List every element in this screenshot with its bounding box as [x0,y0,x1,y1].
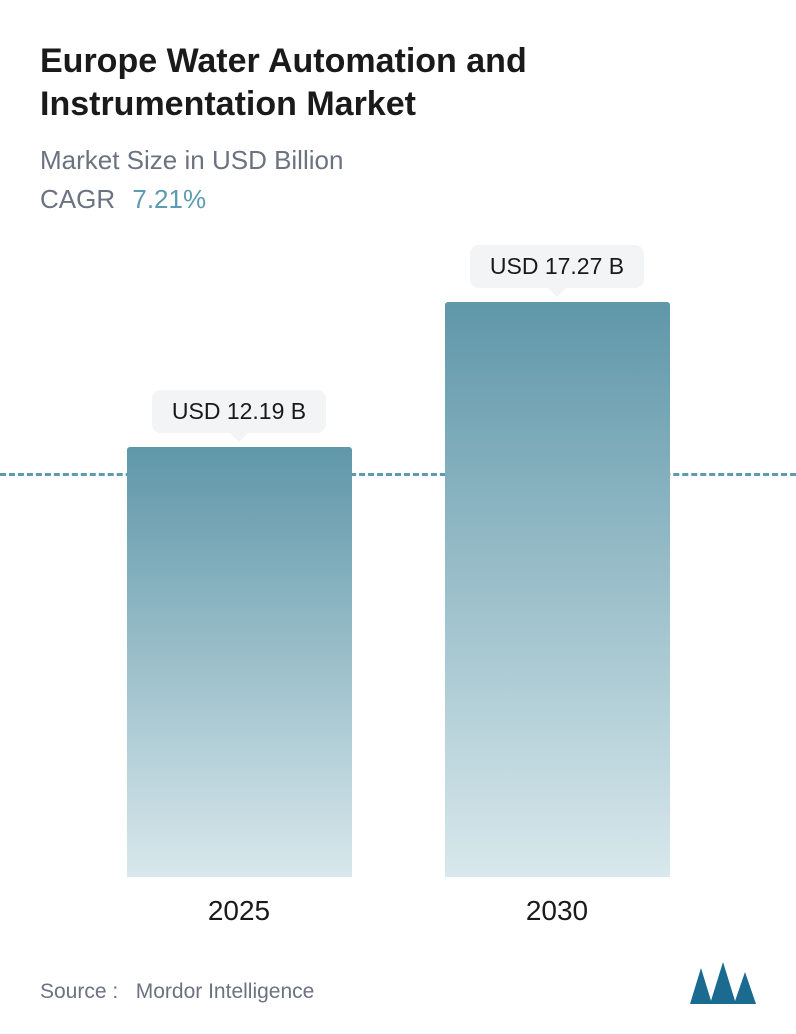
bars-wrap: USD 12.19 B USD 17.27 B [40,245,756,877]
cagr-value: 7.21% [132,184,206,214]
bar-1 [445,302,670,877]
cagr-label: CAGR [40,184,115,214]
mordor-logo-icon [690,962,756,1004]
chart-container: Europe Water Automation and Instrumentat… [0,0,796,1034]
bar-group-1: USD 17.27 B [445,245,670,877]
x-label-0: 2025 [127,895,352,927]
chart-area: USD 12.19 B USD 17.27 B [40,245,756,877]
source-label: Source : [40,980,118,1003]
value-label-1: USD 17.27 B [470,245,644,288]
chart-title: Europe Water Automation and Instrumentat… [40,40,756,125]
value-label-0: USD 12.19 B [152,390,326,433]
chart-subtitle: Market Size in USD Billion [40,145,756,176]
source-value: Mordor Intelligence [136,980,315,1003]
source-text: Source : Mordor Intelligence [40,980,314,1004]
bar-group-0: USD 12.19 B [127,245,352,877]
x-label-1: 2030 [445,895,670,927]
x-axis-labels: 2025 2030 [40,877,756,927]
cagr-row: CAGR 7.21% [40,184,756,215]
bar-0 [127,447,352,877]
footer: Source : Mordor Intelligence [40,927,756,1004]
